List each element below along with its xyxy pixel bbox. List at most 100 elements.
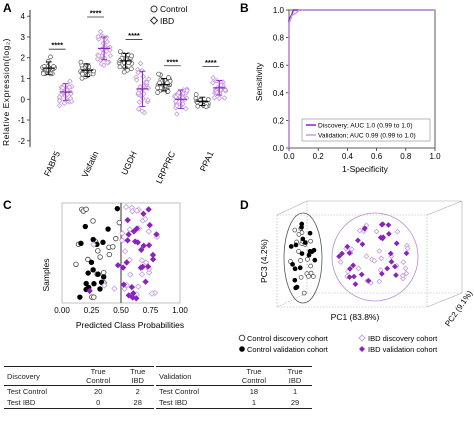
significance-stars: **** bbox=[51, 41, 63, 50]
pca-point bbox=[299, 224, 304, 230]
pca-point bbox=[339, 250, 345, 257]
sample-point bbox=[114, 205, 121, 212]
panel-c-points bbox=[73, 203, 161, 302]
pca-point bbox=[300, 236, 306, 242]
sample-point bbox=[124, 237, 131, 244]
pca-point bbox=[308, 238, 313, 244]
pca-point bbox=[308, 270, 314, 276]
sample-point bbox=[153, 231, 160, 238]
pca-point bbox=[294, 284, 300, 290]
pca-point bbox=[371, 258, 378, 264]
ibd-point bbox=[61, 100, 68, 106]
sample-point bbox=[126, 226, 133, 233]
y-tick-label: 1 bbox=[21, 75, 26, 84]
y-tick-label: 2 bbox=[21, 54, 26, 63]
legend-ibd-label: IBD bbox=[160, 16, 174, 26]
control-point bbox=[83, 68, 89, 74]
significance-stars: **** bbox=[128, 31, 140, 40]
sample-point bbox=[98, 279, 105, 286]
legend-ibd-marker bbox=[149, 16, 159, 25]
ibd-point bbox=[59, 85, 66, 91]
significance-stars: **** bbox=[167, 57, 179, 66]
pca-point bbox=[361, 225, 368, 232]
pca-point bbox=[337, 259, 344, 265]
control-point bbox=[129, 53, 134, 59]
sample-point bbox=[118, 237, 126, 244]
legend-ibd-validation-marker bbox=[359, 346, 365, 352]
legend-ibd-discovery-label: IBD discovery cohort bbox=[368, 334, 438, 343]
pca-point bbox=[308, 263, 313, 269]
panel-b-curves bbox=[288, 9, 435, 148]
pca-point bbox=[355, 237, 361, 244]
y-tick-label: 0.6 bbox=[273, 61, 285, 70]
y-tick-label: 0.8 bbox=[273, 34, 285, 43]
pca-point bbox=[391, 263, 398, 270]
legend-ibd-discovery-marker bbox=[358, 334, 366, 342]
ibd-point bbox=[101, 62, 107, 69]
significance-stars: **** bbox=[205, 58, 217, 67]
sample-point bbox=[149, 251, 157, 259]
sample-point bbox=[119, 230, 126, 237]
sample-point bbox=[127, 271, 134, 278]
sample-point bbox=[86, 287, 93, 295]
panel-a-legend: Control IBD bbox=[149, 4, 188, 26]
panel-a-ylabel: Relative Expression(log₂) bbox=[1, 38, 11, 146]
pca-point bbox=[350, 262, 357, 269]
y-tick-label: 0.0 bbox=[273, 144, 285, 153]
sample-point bbox=[135, 283, 142, 290]
sample-point bbox=[138, 271, 146, 278]
pca-point bbox=[373, 228, 380, 235]
sample-point bbox=[90, 267, 96, 273]
sample-point bbox=[101, 282, 108, 289]
sample-point bbox=[134, 239, 141, 246]
cell-value: 2 bbox=[135, 387, 140, 396]
ibd-point bbox=[97, 28, 104, 35]
panel-a-axes: -2 -1 0 1 2 3 4 bbox=[18, 10, 31, 147]
pca-point bbox=[363, 253, 370, 260]
x-tick-label: 0.0 bbox=[283, 152, 295, 161]
sample-point bbox=[145, 269, 153, 276]
pca-point bbox=[293, 242, 299, 248]
pca-point bbox=[393, 240, 400, 247]
pca-point bbox=[402, 265, 409, 272]
control-point bbox=[80, 71, 85, 77]
ibd-point bbox=[104, 39, 111, 45]
category-label: PPA1 bbox=[198, 149, 216, 173]
legend-control-discovery-label: Control discovery cohort bbox=[247, 334, 329, 343]
pca-point bbox=[344, 243, 351, 250]
sample-point bbox=[137, 264, 145, 271]
ibd-point bbox=[145, 97, 151, 103]
pca-point bbox=[306, 274, 311, 279]
cell-value: 29 bbox=[278, 397, 312, 409]
ibd-point bbox=[174, 111, 180, 117]
control-point bbox=[195, 103, 201, 109]
sample-point bbox=[142, 215, 149, 223]
pca-point bbox=[290, 261, 295, 267]
pca-point bbox=[298, 274, 304, 280]
pca-point bbox=[307, 230, 313, 236]
sample-point bbox=[148, 290, 156, 297]
panel-d-points bbox=[288, 221, 411, 296]
sample-point bbox=[119, 264, 127, 271]
pca-point bbox=[365, 277, 372, 284]
x-tick-label: 0.75 bbox=[143, 306, 159, 315]
sample-point bbox=[120, 281, 127, 288]
ibd-point bbox=[174, 102, 180, 109]
ibd-point bbox=[184, 87, 190, 94]
sample-point bbox=[138, 257, 146, 264]
sample-point bbox=[125, 292, 132, 299]
panel-a-labels: **** FABP5 **** Visfatin **** UGDH **** LRPPRC *… bbox=[42, 9, 220, 185]
ibd-point bbox=[56, 97, 63, 104]
sample-point bbox=[149, 256, 157, 263]
ibd-point bbox=[211, 94, 218, 101]
sample-point bbox=[91, 281, 97, 287]
legend-control-validation-label: Control validation cohort bbox=[247, 345, 329, 354]
control-point bbox=[194, 99, 200, 105]
legend-ibd-validation-label: IBD validation cohort bbox=[368, 345, 438, 354]
sample-point bbox=[122, 203, 130, 211]
sample-point bbox=[97, 286, 103, 292]
legend-box bbox=[301, 118, 431, 142]
ibd-point bbox=[98, 61, 105, 67]
control-point bbox=[155, 85, 160, 91]
x-tick-label: 0.6 bbox=[371, 152, 383, 161]
